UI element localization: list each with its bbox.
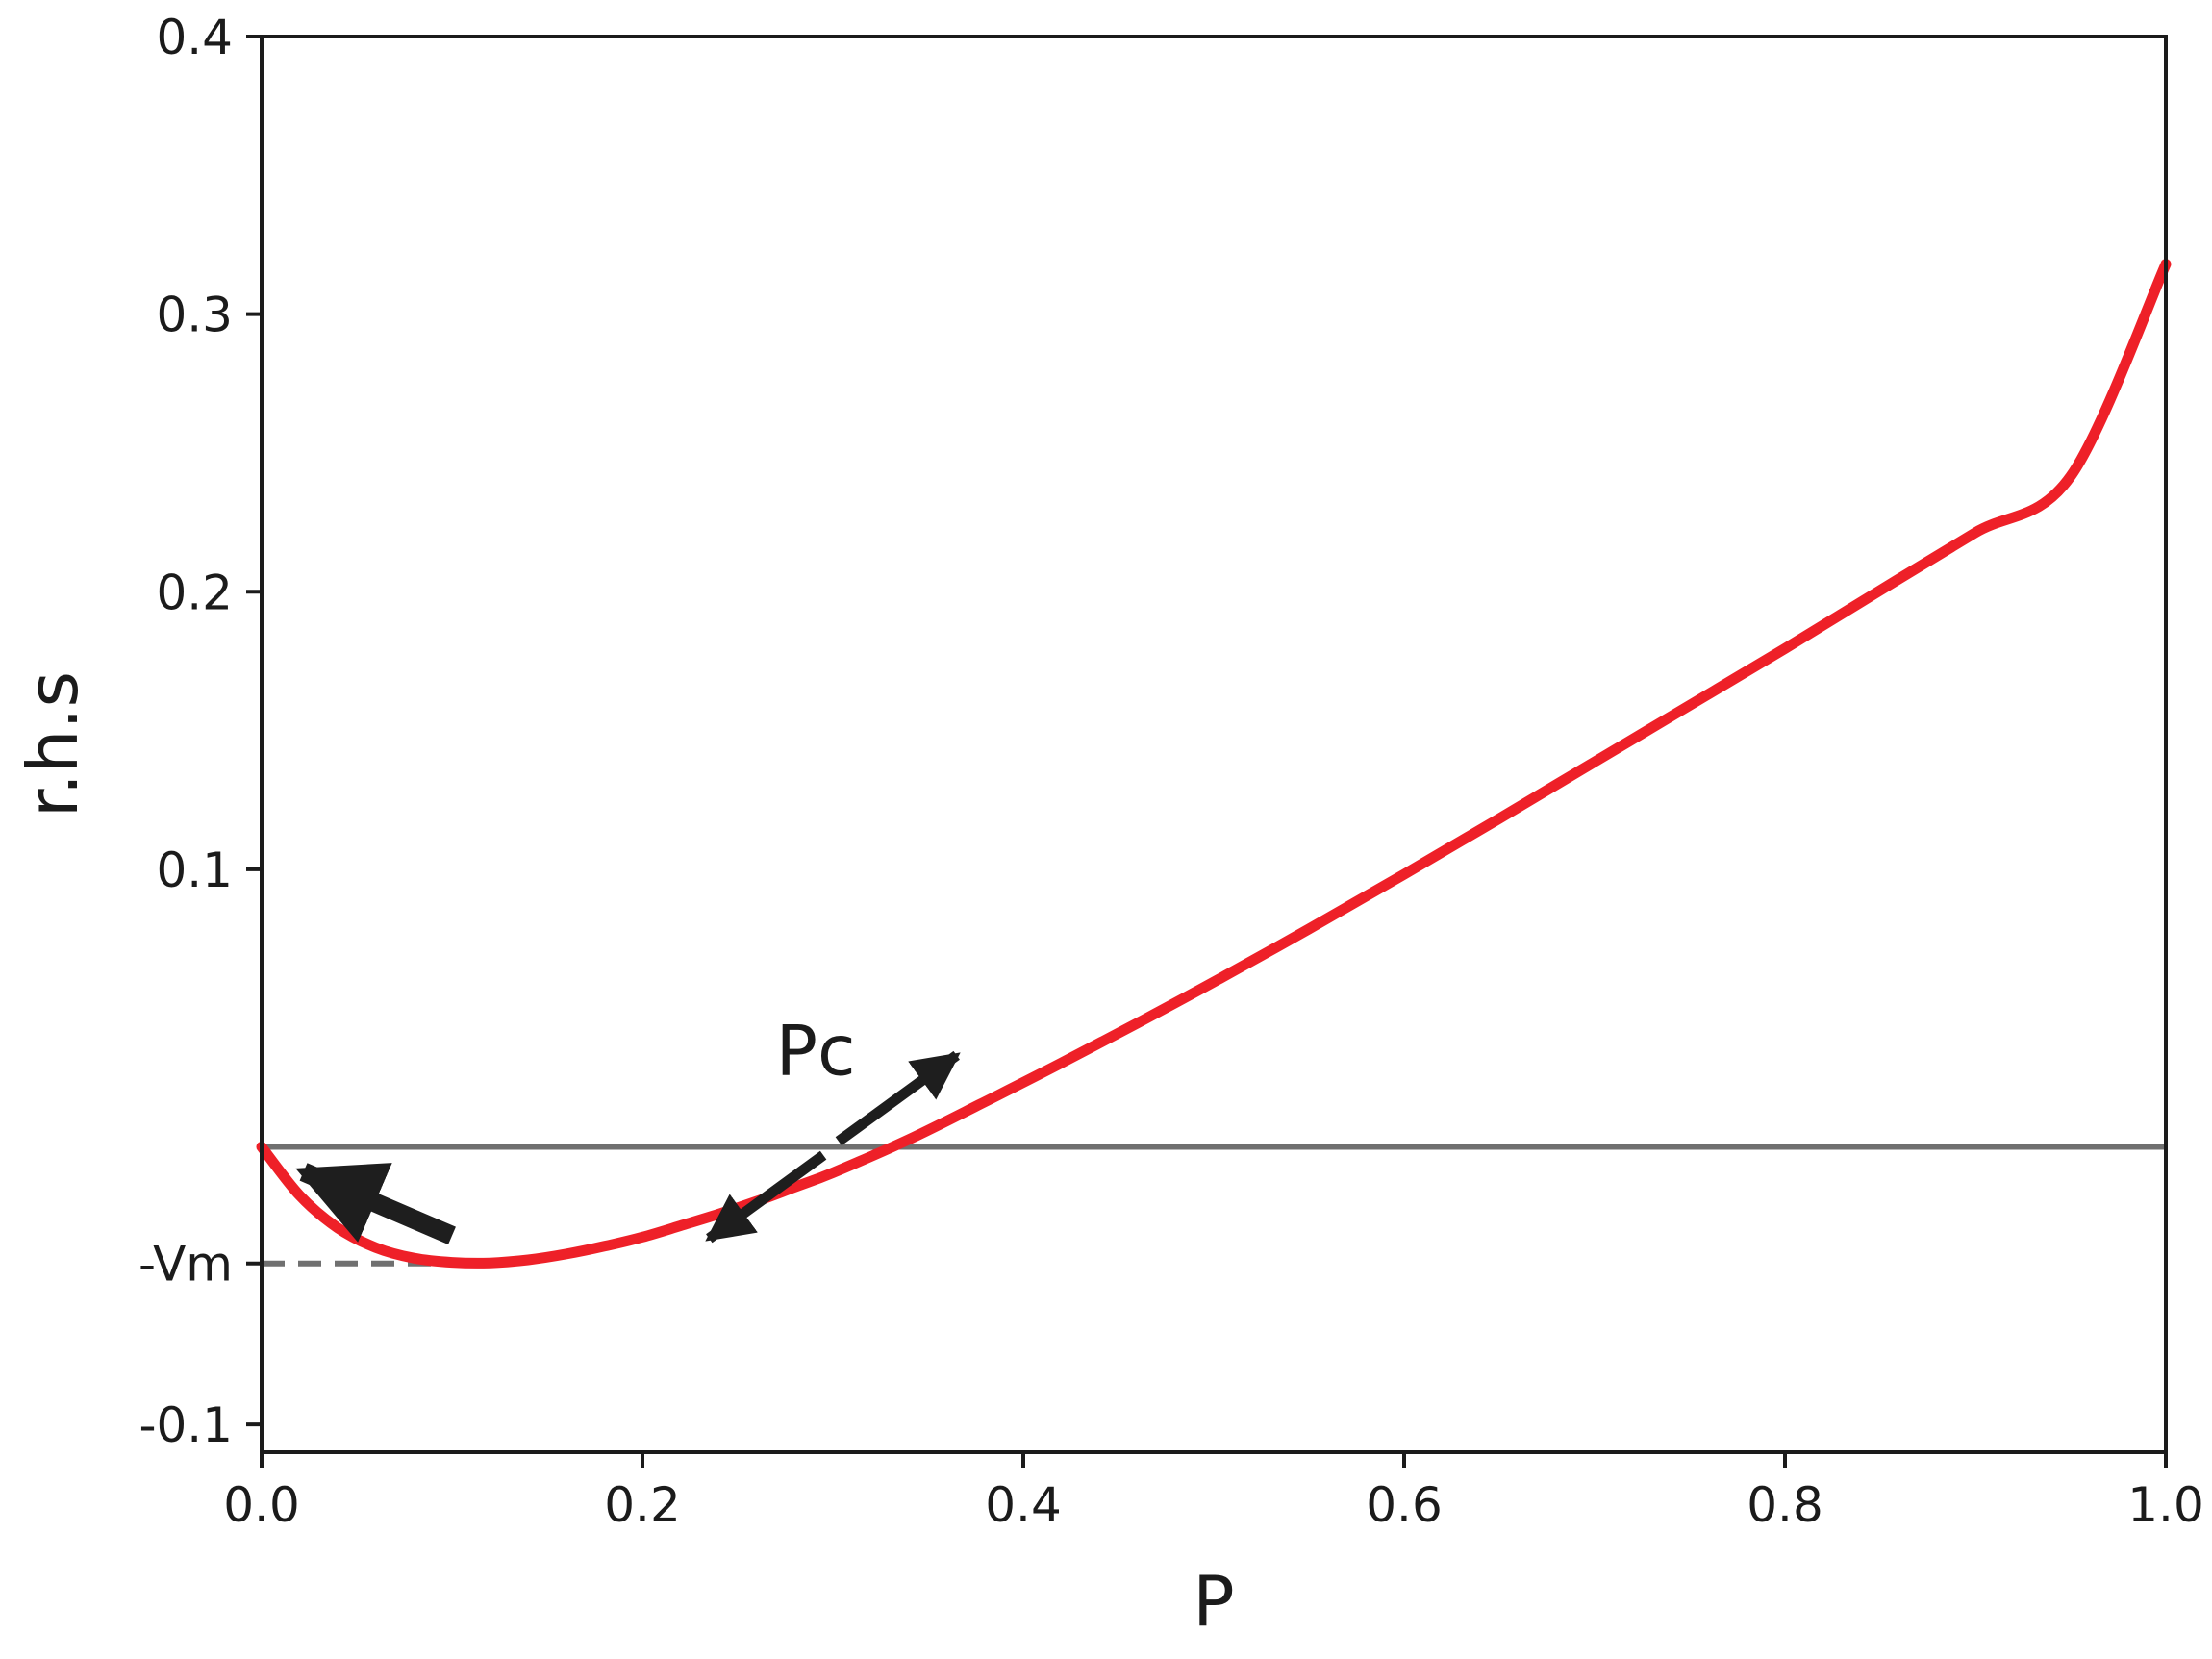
reference-lines-layer (262, 1144, 2166, 1267)
text-layer: P r.h.s 0.0 0.2 0.4 0.6 0.8 1.0 -0.1 -Vm 0.1 0.2 0… (13, 10, 2204, 1642)
y-tick-label: -0.1 (138, 1397, 233, 1453)
direction-arrow-1 (835, 1050, 961, 1146)
direction-arrow-0 (295, 1163, 456, 1245)
y-tick-label: -Vm (138, 1237, 233, 1293)
axes-layer (246, 35, 2168, 1468)
pc-annotation-label: Pc (776, 1010, 856, 1091)
x-tick-label: 0.2 (604, 1477, 681, 1533)
series-layer (256, 259, 2172, 1269)
plot-frame (260, 35, 2168, 1454)
x-tick-label: 0.8 (1747, 1477, 1823, 1533)
y-tick-label: 0.4 (156, 10, 233, 65)
y-tick-label: 0.2 (156, 565, 233, 620)
x-axis-title: P (1193, 1561, 1234, 1642)
arrows-layer (295, 1050, 961, 1245)
x-tick-label: 0.0 (223, 1477, 300, 1533)
y-tick-label: 0.1 (156, 842, 233, 898)
x-tick-label: 0.4 (985, 1477, 1062, 1533)
series-line-0 (256, 259, 2172, 1269)
y-tick-label: 0.3 (156, 288, 233, 343)
x-tick-label: 1.0 (2127, 1477, 2204, 1533)
y-axis-title: r.h.s (13, 671, 93, 817)
direction-arrow-2 (705, 1150, 827, 1244)
x-tick-label: 0.6 (1366, 1477, 1443, 1533)
